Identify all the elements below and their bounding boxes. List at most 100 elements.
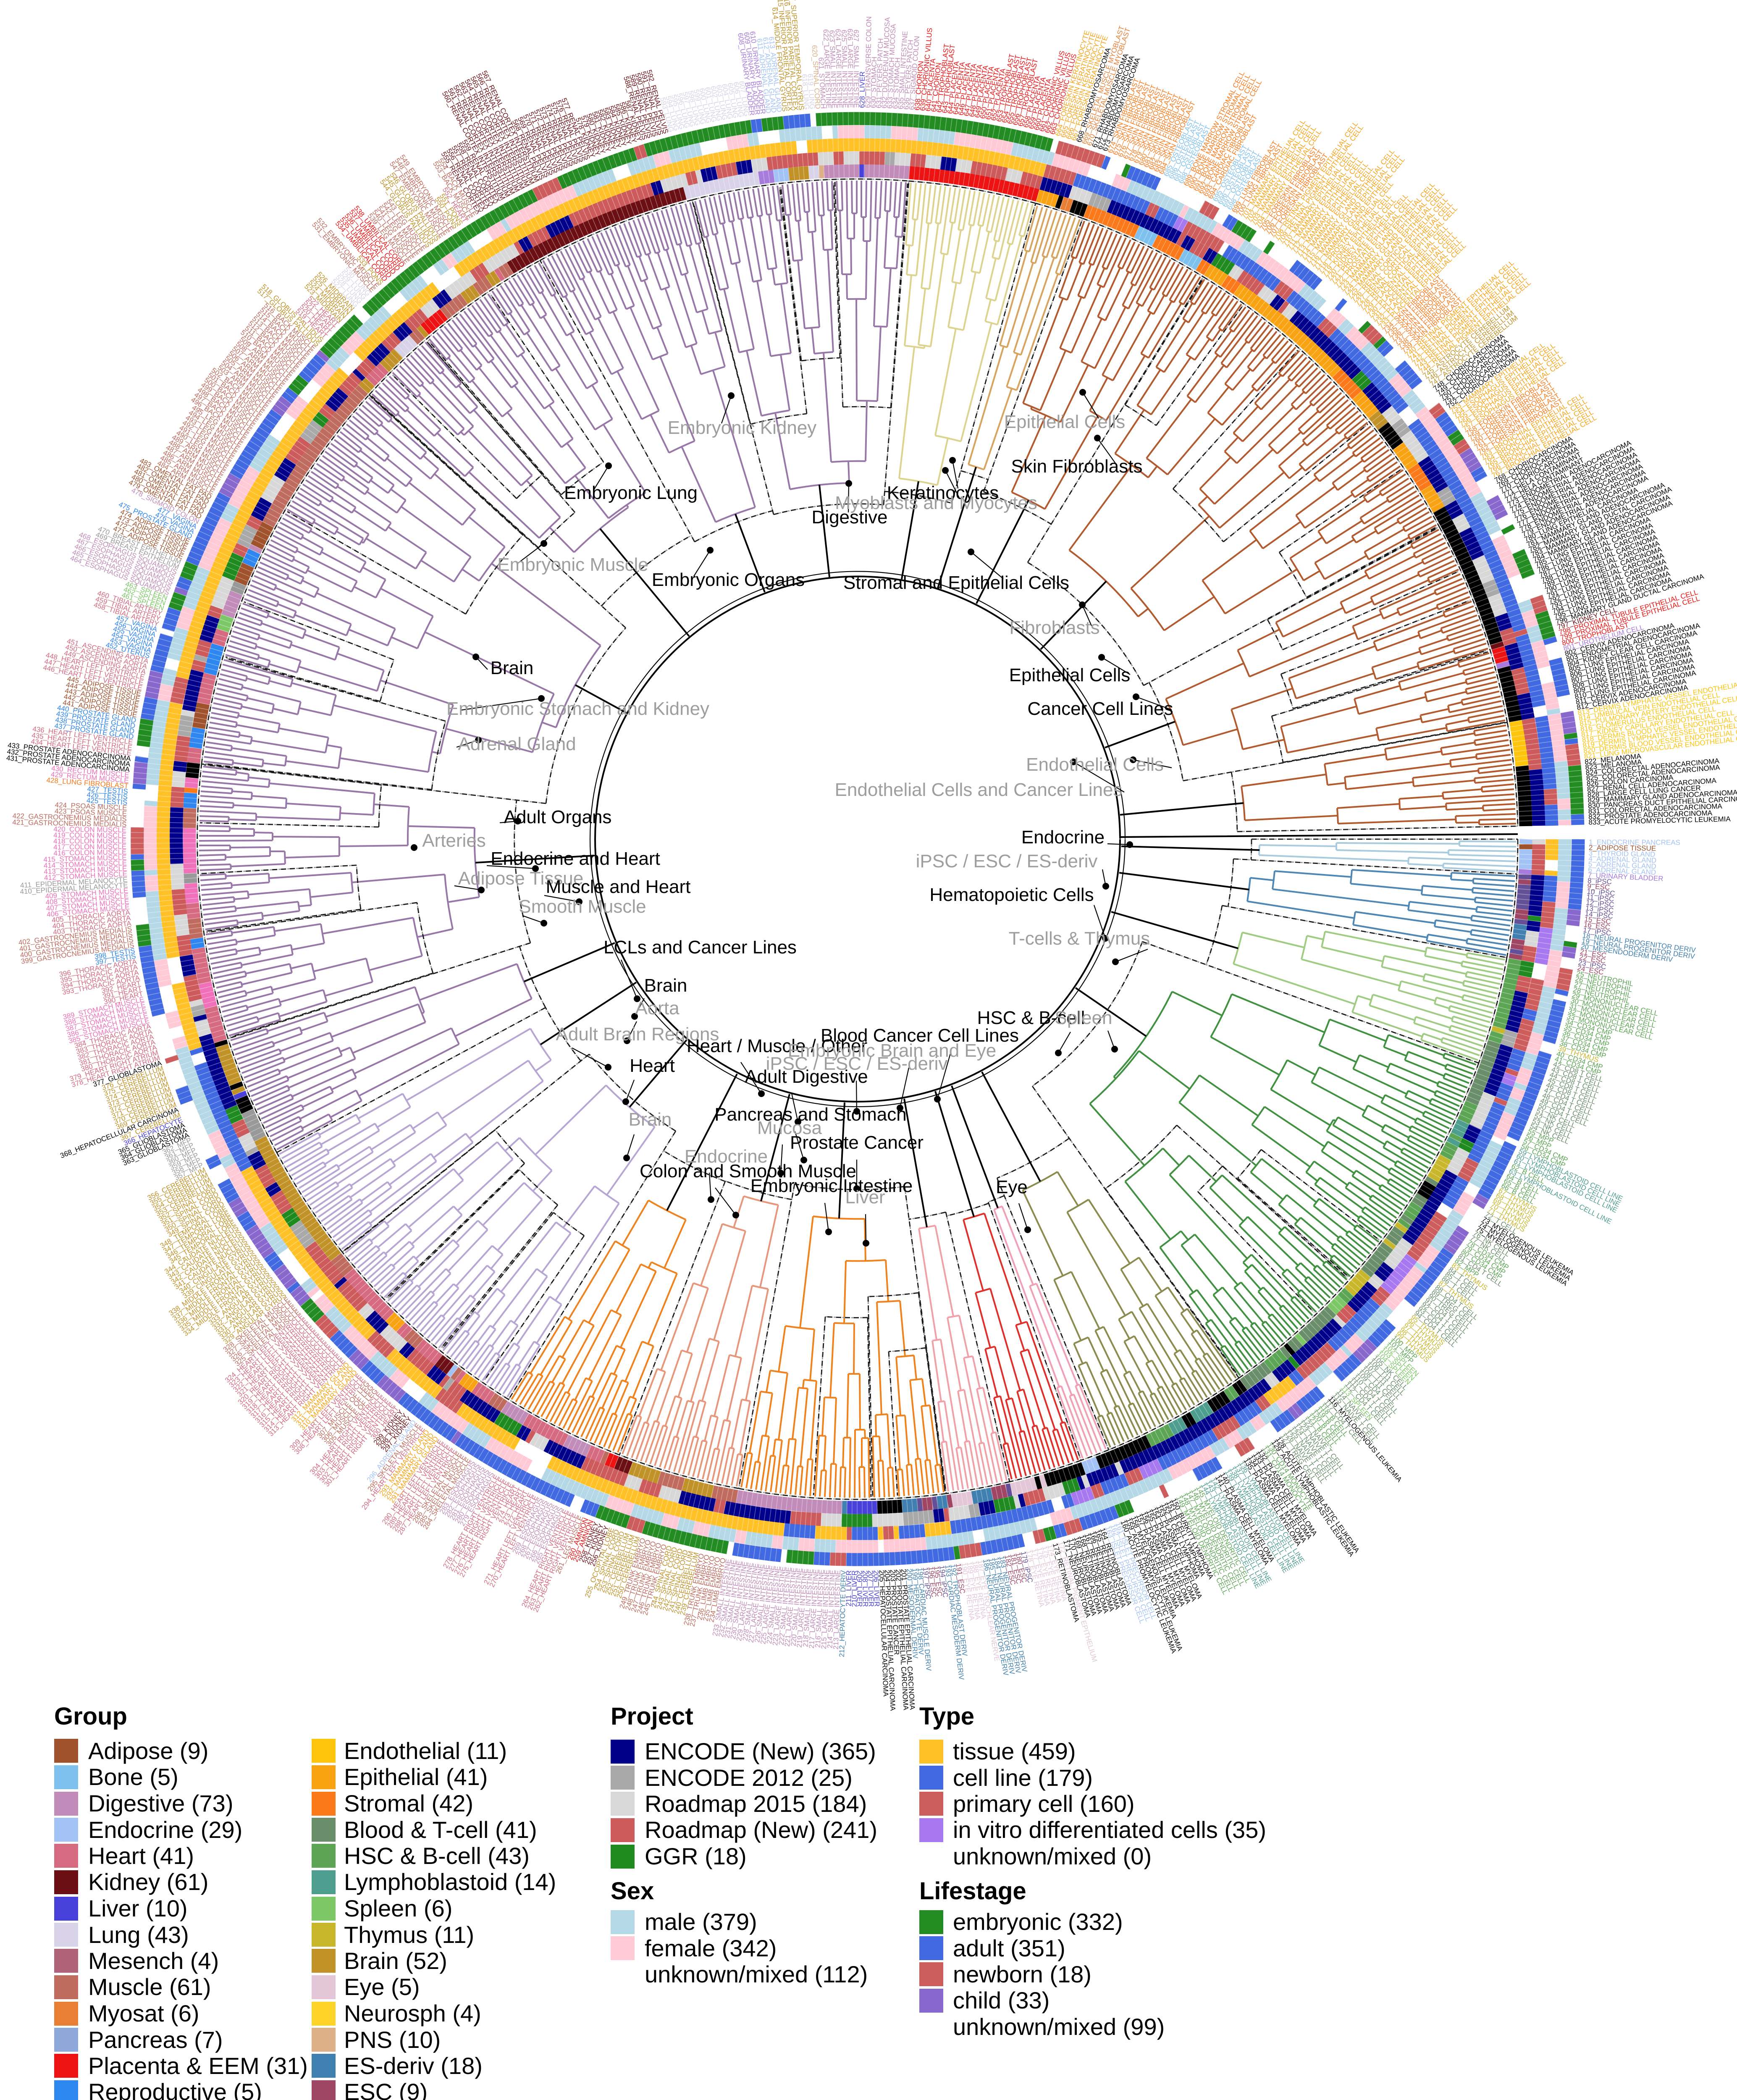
svg-text:Prostate Cancer: Prostate Cancer [790,1132,924,1153]
svg-text:210_LIVER: 210_LIVER [850,1570,858,1607]
svg-text:208_LIVER: 208_LIVER [861,1570,869,1607]
svg-text:Myosat (6): Myosat (6) [88,2000,199,2026]
svg-text:625_SMALL INTESTINE: 625_SMALL INTESTINE [840,30,849,108]
svg-text:Eye (5): Eye (5) [344,1974,420,2000]
svg-text:Endothelial Cells and Cancer L: Endothelial Cells and Cancer Lines [835,780,1123,800]
svg-text:Stromal (42): Stromal (42) [344,1790,473,1816]
svg-text:Eye: Eye [996,1177,1028,1197]
svg-text:PNS (10): PNS (10) [344,2026,441,2053]
svg-text:adult (351): adult (351) [953,1935,1065,1961]
svg-text:211_LIVER: 211_LIVER [845,1570,853,1606]
svg-text:Roadmap 2015 (184): Roadmap 2015 (184) [645,1790,867,1817]
svg-text:9_ESC: 9_ESC [1587,882,1610,891]
svg-text:212_HEPATOCYTE DERIV: 212_HEPATOCYTE DERIV [838,1570,848,1657]
svg-text:Cancer Cell Lines: Cancer Cell Lines [1027,698,1173,719]
svg-text:626_LARGE INTESTINE: 626_LARGE INTESTINE [846,29,855,108]
svg-text:629_TRANSVERSE COLON: 629_TRANSVERSE COLON [864,16,873,108]
svg-text:Embryonic Organs: Embryonic Organs [652,570,805,590]
svg-text:Liver (10): Liver (10) [88,1895,188,1922]
svg-text:Group: Group [54,1703,127,1730]
svg-text:Brain: Brain [644,975,687,996]
svg-text:2_ADIPOSE TISSUE: 2_ADIPOSE TISSUE [1589,844,1656,853]
svg-text:Endocrine (29): Endocrine (29) [88,1816,242,1843]
svg-text:Blood & T-cell (41): Blood & T-cell (41) [344,1816,537,1843]
svg-text:8_iPSC: 8_iPSC [1587,877,1612,886]
svg-text:ENCODE (New) (365): ENCODE (New) (365) [645,1738,876,1764]
svg-text:Placenta & EEM (31): Placenta & EEM (31) [88,2053,308,2079]
svg-text:Embryonic Kidney: Embryonic Kidney [668,417,817,438]
svg-text:HSC & B-cell (43): HSC & B-cell (43) [344,1843,530,1869]
svg-text:Brain: Brain [491,658,534,678]
svg-text:Endocrine and Heart: Endocrine and Heart [491,848,660,869]
svg-text:Spleen (6): Spleen (6) [344,1895,452,1922]
svg-text:Bone (5): Bone (5) [88,1764,178,1790]
svg-text:Adult Organs: Adult Organs [504,807,612,827]
svg-text:Kidney (61): Kidney (61) [88,1869,208,1895]
svg-text:1_ENDOCRINE PANCREAS: 1_ENDOCRINE PANCREAS [1589,838,1680,847]
svg-text:in vitro differentiated cells: in vitro differentiated cells (35) [953,1816,1266,1843]
svg-text:Mesench (4): Mesench (4) [88,1948,219,1974]
svg-text:ENCODE 2012 (25): ENCODE 2012 (25) [645,1764,853,1791]
svg-text:Endothelial (11): Endothelial (11) [344,1738,507,1764]
svg-text:209_LIVER: 209_LIVER [855,1570,863,1607]
svg-text:Lifestage: Lifestage [919,1877,1026,1905]
svg-text:Embryonic Stomach and Kidney: Embryonic Stomach and Kidney [446,698,709,719]
svg-text:tissue (459): tissue (459) [953,1738,1076,1764]
svg-text:206_LIVER: 206_LIVER [872,1570,881,1606]
svg-text:Sex: Sex [611,1877,654,1905]
svg-text:628_LIVER: 628_LIVER [858,71,866,108]
svg-text:Endocrine: Endocrine [1021,827,1105,848]
svg-text:627_SMALL INTESTINE: 627_SMALL INTESTINE [852,30,860,108]
svg-text:Adult Digestive: Adult Digestive [745,1066,868,1087]
svg-text:primary cell (160): primary cell (160) [953,1790,1135,1817]
svg-text:child (33): child (33) [953,1987,1050,2013]
svg-text:Endothelial Cells: Endothelial Cells [1026,754,1164,775]
svg-text:unknown/mixed (99): unknown/mixed (99) [953,2013,1165,2040]
svg-text:Muscle (61): Muscle (61) [88,1974,211,2000]
svg-text:420_COLON MUSCLE: 420_COLON MUSCLE [53,825,126,834]
svg-text:unknown/mixed (112): unknown/mixed (112) [645,1961,868,1987]
svg-text:iPSC / ESC / ES-deriv: iPSC / ESC / ES-deriv [916,851,1098,872]
svg-text:Spleen: Spleen [1055,1008,1112,1028]
svg-text:631_PEYERS PATCH: 631_PEYERS PATCH [875,38,885,108]
svg-text:Embryonic Lung: Embryonic Lung [564,483,698,503]
svg-text:GGR (18): GGR (18) [645,1843,747,1869]
svg-text:Epithelial Cells: Epithelial Cells [1009,665,1131,685]
svg-text:425_TESTIS: 425_TESTIS [87,796,128,806]
svg-text:417_COLON MUSCLE: 417_COLON MUSCLE [53,843,126,851]
svg-text:Embryonic Intestine: Embryonic Intestine [750,1176,913,1196]
svg-text:male (379): male (379) [645,1908,757,1935]
svg-text:unknown/mixed (0): unknown/mixed (0) [953,1843,1152,1869]
svg-text:Smooth Muscle: Smooth Muscle [519,896,646,917]
svg-text:Digestive: Digestive [812,507,888,528]
svg-text:newborn (18): newborn (18) [953,1961,1092,1987]
svg-text:Brain (52): Brain (52) [344,1948,447,1974]
svg-text:Heart (41): Heart (41) [88,1843,194,1869]
svg-text:Type: Type [919,1703,974,1730]
svg-text:Epithelial (41): Epithelial (41) [344,1764,488,1790]
svg-text:Heart: Heart [630,1055,675,1076]
svg-text:3_THYROID GLAND: 3_THYROID GLAND [1589,849,1656,858]
svg-text:Adipose (9): Adipose (9) [88,1738,208,1764]
svg-text:419_COLON MUSCLE: 419_COLON MUSCLE [53,831,126,840]
svg-text:embryonic (332): embryonic (332) [953,1908,1123,1935]
svg-text:cell line (179): cell line (179) [953,1764,1093,1791]
svg-text:415_STOMACH MUSCLE: 415_STOMACH MUSCLE [43,853,127,864]
svg-text:416_COLON MUSCLE: 416_COLON MUSCLE [53,848,126,857]
svg-text:Fibroblasts: Fibroblasts [1009,617,1099,638]
svg-text:10_iPSC: 10_iPSC [1587,887,1615,898]
svg-text:418_COLON MUSCLE: 418_COLON MUSCLE [53,837,126,845]
svg-text:T-cells & Thymus: T-cells & Thymus [1009,928,1150,949]
svg-text:Liver: Liver [845,1187,885,1208]
svg-text:630_STOMACH: 630_STOMACH [869,57,879,108]
svg-text:Adrenal Gland: Adrenal Gland [458,734,576,754]
svg-text:Digestive (73): Digestive (73) [88,1790,233,1816]
svg-text:Arteries: Arteries [422,830,486,851]
svg-text:Pancreas (7): Pancreas (7) [88,2026,223,2053]
svg-text:female (342): female (342) [645,1935,777,1961]
svg-text:LCLs and Cancer Lines: LCLs and Cancer Lines [603,937,797,958]
svg-text:Lung (43): Lung (43) [88,1922,189,1948]
svg-text:Embryonic Muscle: Embryonic Muscle [497,554,648,575]
svg-text:Project: Project [611,1703,693,1730]
svg-text:Reproductive (5): Reproductive (5) [88,2079,262,2100]
